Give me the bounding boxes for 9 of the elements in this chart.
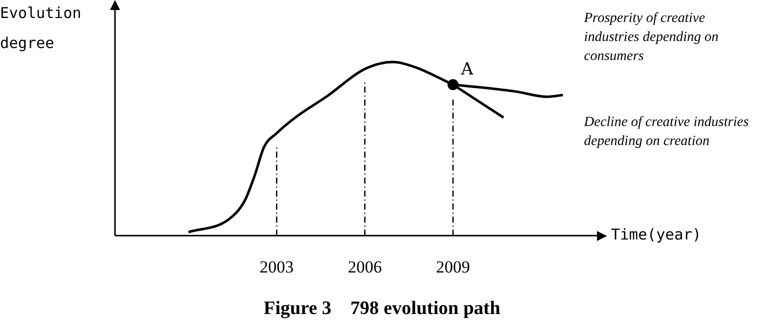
text: Figure 3 798 evolution path [262,298,502,320]
x-axis-title: Time(year) [611,225,702,244]
y-axis-title: Evolution degree [0,4,82,52]
x-tick-label: 2006 [348,257,382,276]
text: Prosperity of creative industries depending on consumers [583,11,719,64]
annotation: A [460,60,474,80]
text: Decline of creative industries depending on creation [583,115,750,149]
x-tick-label: 2009 [436,257,470,276]
x-tick-label: 2003 [260,257,294,276]
